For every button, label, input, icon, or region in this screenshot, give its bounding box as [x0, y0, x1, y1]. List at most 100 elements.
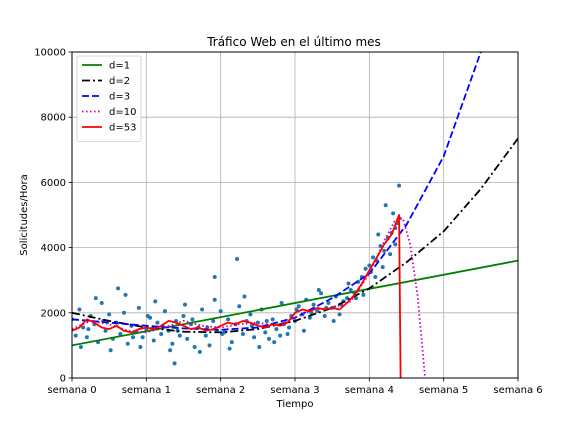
chart-title: Tráfico Web en el último mes	[206, 35, 381, 49]
data-point	[353, 296, 358, 301]
y-tick-label: 6000	[41, 178, 66, 189]
y-tick-label: 10000	[34, 48, 66, 59]
data-point	[278, 333, 283, 338]
y-tick-label: 2000	[41, 308, 66, 319]
data-point	[218, 309, 223, 314]
data-point	[397, 183, 402, 188]
data-point	[145, 314, 150, 319]
data-point	[235, 257, 240, 262]
legend-label: d=53	[109, 123, 136, 134]
data-point	[294, 307, 299, 312]
data-point	[203, 333, 208, 338]
data-point	[380, 265, 385, 270]
data-point	[86, 327, 91, 332]
data-point	[248, 312, 253, 317]
data-point	[252, 335, 257, 340]
data-point	[356, 279, 361, 284]
data-point	[207, 343, 212, 348]
data-point	[274, 327, 279, 332]
data-point	[337, 312, 342, 317]
data-point	[382, 248, 387, 253]
data-point	[81, 325, 86, 330]
data-point	[212, 297, 217, 302]
data-point	[326, 301, 331, 306]
data-point	[73, 333, 78, 338]
data-point	[287, 325, 292, 330]
data-point	[107, 312, 112, 317]
series-line-d-1	[72, 259, 518, 347]
y-tick-label: 0	[60, 374, 66, 385]
data-point	[168, 348, 173, 353]
data-point	[226, 317, 231, 322]
data-point	[170, 341, 175, 346]
data-point	[279, 301, 284, 306]
data-point	[93, 296, 98, 301]
data-point	[103, 328, 108, 333]
x-tick-label: semana 6	[493, 385, 542, 396]
data-point	[371, 255, 376, 260]
data-point	[159, 331, 164, 336]
series-line-d-3	[72, 52, 482, 331]
data-point	[376, 232, 381, 237]
data-point	[270, 317, 275, 322]
data-point	[212, 274, 217, 279]
legend-label: d=3	[109, 92, 130, 103]
data-point	[361, 292, 366, 297]
series-line-d-53	[72, 214, 402, 378]
data-point	[263, 330, 268, 335]
x-tick-label: semana 1	[122, 385, 171, 396]
data-point	[200, 307, 205, 312]
data-point	[116, 286, 121, 291]
data-point	[118, 331, 123, 336]
data-point	[125, 341, 130, 346]
data-point	[311, 302, 316, 307]
data-point	[373, 274, 378, 279]
legend: d=1 d=2 d=3 d=10 d=53	[76, 55, 142, 142]
data-point	[257, 345, 262, 350]
legend-box	[76, 55, 142, 142]
y-axis-label: Solicitudes/Hora	[19, 174, 30, 256]
x-tick-label: semana 4	[345, 385, 394, 396]
x-axis-label: Tiempo	[276, 399, 314, 410]
data-point	[84, 335, 89, 340]
data-point	[153, 299, 158, 304]
data-point	[348, 287, 353, 292]
data-point	[331, 318, 336, 323]
scatter-points	[72, 183, 402, 366]
data-point	[122, 310, 127, 315]
data-point	[197, 349, 202, 354]
data-point	[151, 338, 156, 343]
data-point	[78, 345, 83, 350]
data-point	[285, 331, 290, 336]
axis-ticks: semana 0 semana 1 semana 2 semana 3 semana 4…	[34, 48, 542, 397]
data-point	[138, 345, 143, 350]
data-point	[391, 211, 396, 216]
data-point	[172, 361, 177, 366]
data-point	[192, 345, 197, 350]
series-line-d-10	[72, 217, 426, 378]
data-point	[237, 304, 242, 309]
data-point	[185, 336, 190, 341]
data-point	[162, 309, 167, 314]
data-point	[301, 328, 306, 333]
data-point	[181, 314, 186, 319]
data-point	[264, 318, 269, 323]
data-point	[140, 335, 145, 340]
data-point	[319, 291, 324, 296]
data-point	[130, 335, 135, 340]
x-tick-label: semana 0	[47, 385, 96, 396]
data-point	[367, 263, 372, 268]
data-point	[272, 340, 277, 345]
data-point	[383, 203, 388, 208]
data-point	[177, 333, 182, 338]
data-point	[346, 281, 351, 286]
legend-label: d=10	[109, 107, 136, 118]
data-point	[315, 309, 320, 314]
x-tick-label: semana 2	[196, 385, 245, 396]
data-point	[155, 320, 160, 325]
data-point	[393, 242, 398, 247]
data-point	[388, 252, 393, 257]
data-point	[211, 318, 216, 323]
legend-label: d=2	[109, 76, 130, 87]
